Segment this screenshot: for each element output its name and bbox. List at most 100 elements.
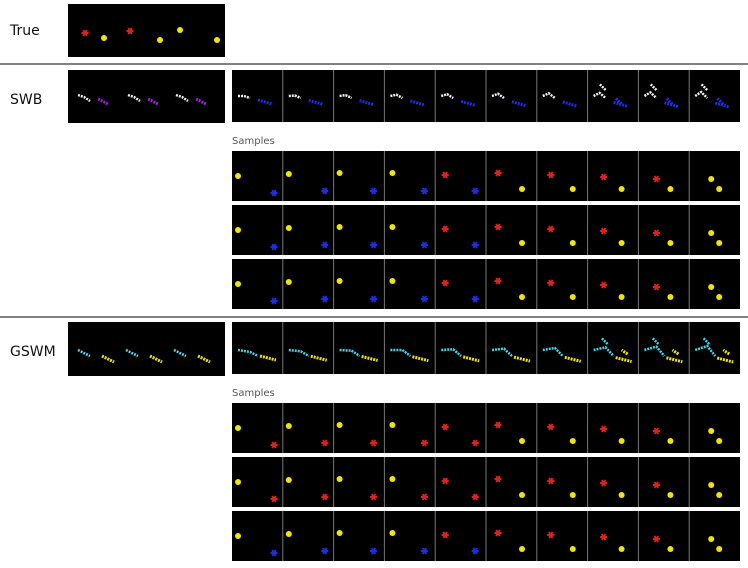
trajectory (288, 94, 302, 100)
trajectory (175, 93, 189, 103)
ball (235, 533, 241, 539)
ball (336, 224, 343, 230)
star (547, 225, 555, 233)
trajectory (310, 354, 328, 362)
star (471, 547, 479, 555)
trajectory (562, 100, 578, 108)
ball (667, 240, 674, 246)
star (270, 297, 278, 305)
trajectory (390, 93, 404, 100)
star (370, 439, 378, 447)
trajectory (593, 345, 615, 357)
trajectory (513, 355, 531, 363)
trajectory (564, 355, 582, 363)
ball (708, 482, 715, 488)
trajectory (101, 354, 115, 364)
trajectory (339, 348, 361, 358)
trajectory (409, 99, 425, 107)
star (321, 547, 329, 555)
ball (716, 546, 723, 552)
ball (667, 186, 674, 192)
star (420, 439, 428, 447)
ball (708, 176, 715, 182)
ball (285, 171, 292, 177)
star (441, 477, 449, 485)
trajectory (238, 94, 251, 100)
star (370, 295, 378, 303)
star (494, 529, 502, 537)
ball (618, 492, 625, 498)
samples-label: Samples (232, 388, 275, 399)
ball (177, 27, 183, 33)
star (494, 223, 502, 231)
ball (389, 224, 396, 230)
trajectory (77, 348, 91, 358)
star (547, 531, 555, 539)
star (471, 493, 479, 501)
ball (389, 476, 396, 482)
star (547, 423, 555, 431)
ball (618, 546, 625, 552)
ball (389, 422, 396, 428)
trajectory (97, 97, 109, 106)
ball (235, 479, 241, 485)
ball (157, 37, 163, 43)
star (420, 187, 428, 195)
ball (519, 294, 525, 300)
star (471, 439, 479, 447)
trajectory (440, 92, 454, 100)
ball (708, 536, 715, 542)
trajectory (644, 345, 666, 357)
trajectory (491, 347, 513, 357)
row-label: SWB (10, 92, 42, 108)
star (600, 479, 608, 487)
trajectory (620, 348, 629, 356)
star (270, 549, 278, 557)
trajectory (257, 98, 273, 106)
row-label: True (9, 23, 40, 39)
trajectory (542, 346, 564, 357)
ball (336, 530, 343, 536)
trajectory (195, 97, 207, 106)
ball (618, 240, 625, 246)
ball (285, 279, 292, 285)
ball (285, 225, 292, 231)
trajectory (671, 348, 680, 356)
ball (235, 281, 241, 287)
trajectory (288, 348, 310, 358)
ball (285, 423, 292, 429)
star (270, 495, 278, 503)
star (321, 439, 329, 447)
star (600, 227, 608, 235)
star (81, 29, 89, 37)
ball (708, 428, 715, 434)
trajectory (441, 348, 463, 357)
ball (569, 294, 576, 300)
star (471, 187, 479, 195)
star (652, 283, 660, 291)
star (370, 187, 378, 195)
trajectory (615, 356, 632, 364)
star (652, 175, 660, 183)
star (441, 531, 449, 539)
star (652, 229, 660, 237)
star (494, 421, 502, 429)
ball (336, 476, 343, 482)
trajectory (127, 93, 141, 103)
trajectory (665, 96, 674, 106)
ball (716, 492, 723, 498)
star (441, 225, 449, 233)
trajectory (694, 344, 717, 357)
star (370, 547, 378, 555)
trajectory (237, 348, 259, 358)
star (420, 547, 428, 555)
trajectory (412, 355, 429, 363)
star (270, 243, 278, 251)
trajectory (666, 356, 683, 364)
ball (389, 170, 396, 176)
ball (716, 186, 723, 192)
trajectory (651, 337, 660, 345)
ball (716, 240, 723, 246)
trajectory (77, 93, 91, 103)
